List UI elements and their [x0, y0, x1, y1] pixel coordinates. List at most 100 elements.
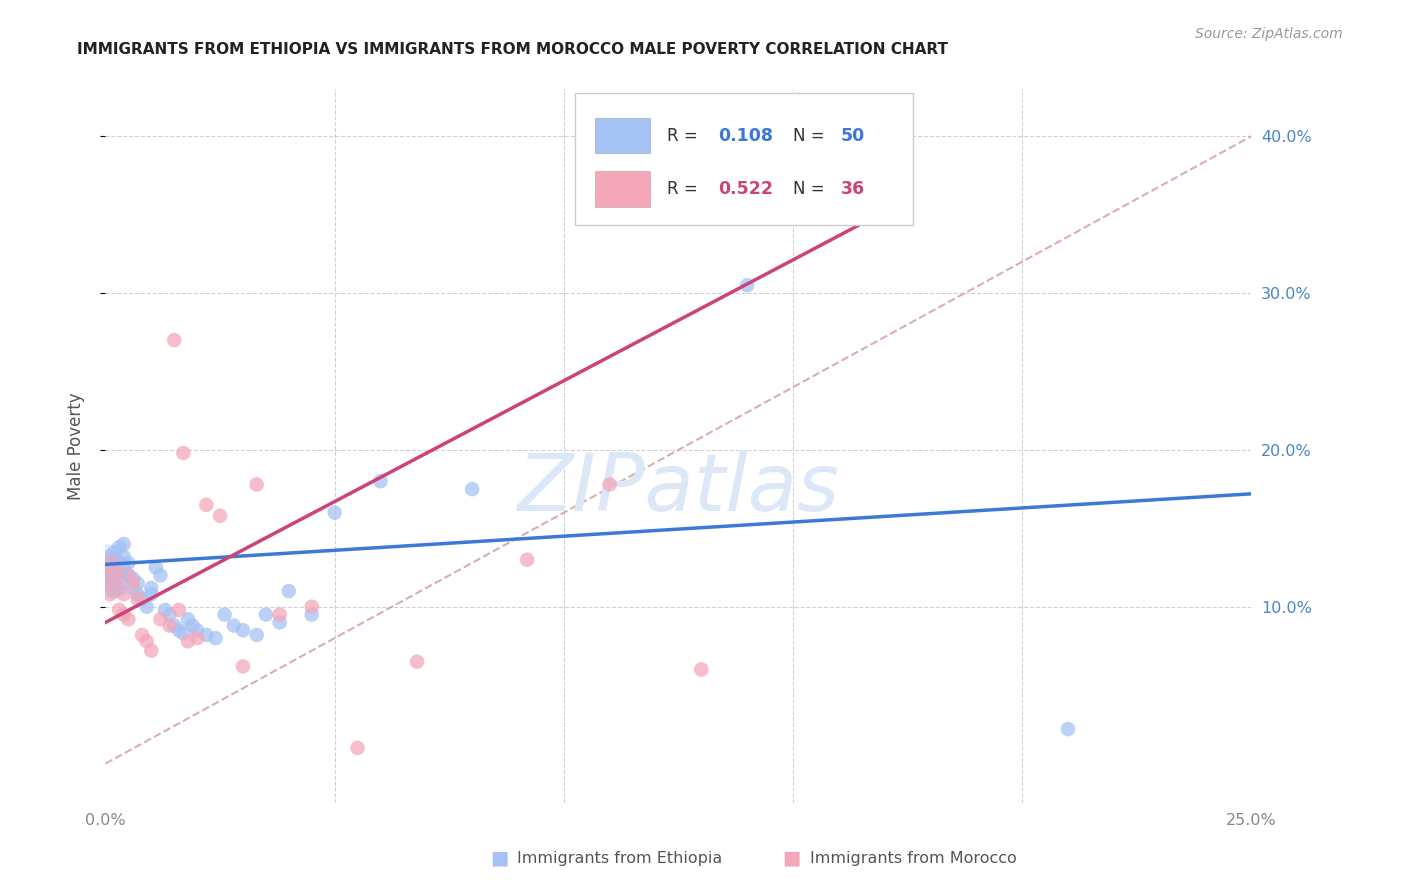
Point	[145, 560, 167, 574]
Point	[104, 545, 127, 559]
Point	[406, 655, 429, 669]
Point	[135, 634, 157, 648]
Point	[104, 576, 127, 591]
Point	[97, 560, 120, 574]
Point	[98, 562, 121, 576]
Text: IMMIGRANTS FROM ETHIOPIA VS IMMIGRANTS FROM MOROCCO MALE POVERTY CORRELATION CHA: IMMIGRANTS FROM ETHIOPIA VS IMMIGRANTS F…	[77, 42, 948, 56]
Point	[159, 607, 181, 622]
Point	[103, 572, 125, 586]
Point	[101, 574, 124, 589]
Point	[159, 618, 181, 632]
Point	[117, 568, 139, 582]
Point	[98, 587, 121, 601]
Text: ZIPatlas: ZIPatlas	[517, 450, 839, 528]
Point	[97, 552, 120, 566]
Point	[117, 568, 139, 582]
Point	[98, 549, 121, 564]
Point	[131, 628, 153, 642]
Point	[346, 740, 368, 755]
Point	[186, 624, 208, 638]
Point	[690, 663, 713, 677]
Point	[117, 556, 139, 570]
Point	[246, 628, 269, 642]
Point	[104, 560, 127, 574]
Point	[141, 643, 163, 657]
Point	[177, 612, 200, 626]
Text: R =: R =	[666, 127, 703, 145]
Point	[131, 591, 153, 606]
Point	[135, 599, 157, 614]
Point	[98, 558, 121, 572]
Point	[1057, 722, 1080, 736]
Point	[127, 576, 149, 591]
Point	[112, 560, 135, 574]
Point	[167, 603, 190, 617]
Point	[735, 278, 758, 293]
Point	[98, 576, 121, 591]
Point	[98, 556, 121, 570]
Text: ■: ■	[782, 848, 801, 868]
Point	[98, 568, 121, 582]
Point	[141, 587, 163, 601]
Point	[141, 581, 163, 595]
Text: 36: 36	[841, 180, 865, 198]
Point	[301, 599, 323, 614]
Point	[370, 475, 392, 489]
Point	[172, 626, 194, 640]
Point	[98, 572, 121, 586]
Text: N =: N =	[793, 180, 830, 198]
Point	[149, 568, 172, 582]
Point	[163, 618, 186, 632]
Point	[112, 587, 135, 601]
Point	[104, 552, 127, 566]
Point	[112, 607, 135, 622]
Point	[461, 482, 484, 496]
Point	[104, 572, 127, 586]
Point	[108, 566, 131, 580]
Point	[122, 581, 145, 595]
Point	[100, 562, 122, 576]
Point	[172, 446, 194, 460]
Point	[108, 556, 131, 570]
Point	[277, 584, 299, 599]
Point	[127, 591, 149, 606]
Point	[98, 566, 121, 580]
Text: N =: N =	[793, 127, 830, 145]
Point	[98, 556, 121, 570]
Point	[153, 603, 176, 617]
Text: ■: ■	[489, 848, 509, 868]
Text: R =: R =	[666, 180, 703, 198]
Point	[516, 552, 538, 566]
Point	[195, 628, 218, 642]
Point	[177, 634, 200, 648]
Point	[100, 570, 122, 584]
Point	[254, 607, 277, 622]
Point	[149, 612, 172, 626]
Point	[112, 549, 135, 564]
Bar	[595, 118, 650, 153]
Text: 50: 50	[841, 127, 865, 145]
Point	[104, 568, 127, 582]
Point	[98, 566, 121, 580]
Point	[186, 631, 208, 645]
Point	[269, 607, 291, 622]
Point	[104, 584, 127, 599]
Point	[599, 477, 621, 491]
Point	[101, 566, 124, 581]
Point	[195, 498, 218, 512]
Point	[108, 603, 131, 617]
Point	[269, 615, 291, 630]
Point	[301, 607, 323, 622]
Point	[122, 572, 145, 586]
Text: 0.522: 0.522	[718, 180, 773, 198]
Point	[214, 607, 236, 622]
Text: 0.108: 0.108	[718, 127, 773, 145]
Point	[104, 560, 127, 574]
Point	[108, 581, 131, 595]
Point	[112, 537, 135, 551]
Bar	[595, 171, 650, 207]
Point	[246, 477, 269, 491]
Point	[167, 624, 190, 638]
Point	[127, 587, 149, 601]
Point	[232, 659, 254, 673]
